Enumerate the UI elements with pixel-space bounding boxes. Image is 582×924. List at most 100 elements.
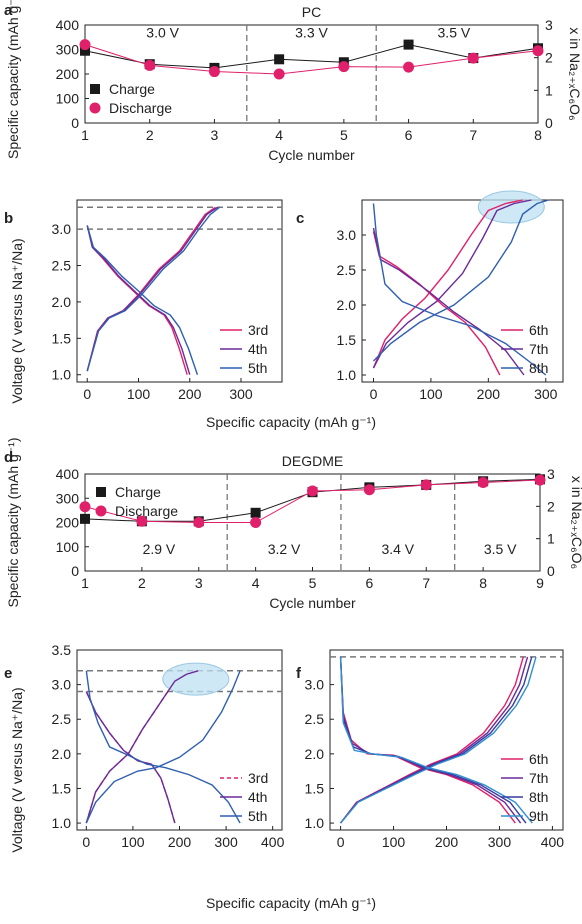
- panel-c: 0 100 200 300 1.0 1.5 2.0 2.5 3.0 6th 7th 8th: [337, 190, 564, 402]
- charge-curve-e: [85, 691, 169, 824]
- x-tick-label-a: 7: [469, 127, 477, 143]
- xlabel-bc: Specific capacity (mAh g⁻¹): [206, 414, 376, 430]
- highlight-ellipse-e: [162, 662, 230, 696]
- x-tick-label-d: 1: [81, 575, 89, 591]
- discharge-marker-d: [477, 476, 489, 488]
- y-tick-label-b: 1.5: [52, 330, 72, 346]
- x-tick-label-d: 6: [365, 575, 373, 591]
- panel-f: 0 100 200 300 400 1.0 1.5 2.0 2.5 3.0 6th 7th 8th 9th: [305, 649, 565, 850]
- legend-label-d: Discharge: [115, 503, 178, 519]
- discharge-curve-f: [339, 656, 533, 824]
- x-tick-label-d: 8: [479, 575, 487, 591]
- x-tick-label-b: 200: [178, 386, 202, 402]
- x-tick-label-a: 5: [340, 127, 348, 143]
- discharge-marker-d: [363, 484, 375, 496]
- discharge-curve-e: [85, 670, 241, 824]
- x-tick-label-a: 1: [81, 127, 89, 143]
- discharge-marker-a: [79, 39, 91, 51]
- legend-label-a: Charge: [109, 81, 155, 97]
- discharge-curve-b: [86, 225, 199, 375]
- y-tick-label-e: 3.5: [52, 642, 72, 658]
- y-tick-label-c: 2.0: [337, 297, 357, 313]
- legend-marker-charge-a: [90, 84, 100, 94]
- charge-curve-e: [85, 670, 241, 824]
- charge-marker-d: [80, 513, 90, 524]
- charge-curve-e: [85, 670, 199, 824]
- y-tick-label-a: 0: [71, 115, 79, 131]
- panel-letter-f: f: [296, 665, 302, 682]
- y-tick-label-e: 2.5: [52, 711, 72, 727]
- y2-tick-label-d: 2: [547, 498, 555, 514]
- legend-label-e: 3rd: [248, 770, 268, 786]
- x-tick-label-a: 8: [534, 127, 542, 143]
- voltage-annotation-d: 3.5 V: [484, 541, 517, 557]
- series-line-a: [84, 44, 539, 69]
- xlabel-ef: Specific capacity (mAh g⁻¹): [206, 895, 376, 911]
- x-tick-label-b: 300: [229, 386, 253, 402]
- y-tick-label-e: 1.0: [52, 815, 72, 831]
- charge-curve-c: [372, 199, 532, 369]
- voltage-annotation-a: 3.5 V: [438, 24, 471, 40]
- highlight-ellipse-c: [477, 190, 545, 224]
- legend-marker-discharge-a: [89, 102, 101, 114]
- discharge-marker-d: [193, 517, 205, 528]
- x-tick-label-f: 400: [541, 834, 565, 850]
- charge-marker-a: [274, 54, 285, 65]
- series-line-a: [84, 44, 539, 75]
- panel-letter-c: c: [296, 210, 304, 227]
- discharge-marker-a: [338, 61, 350, 73]
- legend-label-b: 3rd: [248, 322, 268, 338]
- x-tick-label-b: 100: [127, 386, 151, 402]
- x-tick-label-b: 0: [83, 386, 91, 402]
- charge-marker-d: [250, 507, 261, 518]
- y-tick-label-a: 400: [56, 17, 80, 33]
- charge-curve-c: [372, 199, 549, 362]
- x-tick-label-c: 300: [534, 386, 558, 402]
- y-tick-label-d: 100: [56, 539, 80, 555]
- legend-label-b: 4th: [248, 341, 267, 357]
- y-tick-label-c: 1.0: [337, 367, 357, 383]
- y2-tick-label-a: 3: [545, 17, 553, 33]
- discharge-marker-a: [273, 68, 285, 80]
- legend-label-e: 5th: [248, 808, 267, 824]
- x-tick-label-f: 0: [337, 834, 345, 850]
- x-axis-label-d: Cycle number: [269, 595, 356, 611]
- x-tick-label-d: 2: [138, 575, 146, 591]
- y-tick-label-e: 3.0: [52, 677, 72, 693]
- legend-label-f: 7th: [529, 770, 548, 786]
- panel-b: 0 100 200 300 1.0 1.5 2.0 2.5 3.0 Voltage (V vers…: [9, 199, 283, 404]
- x-tick-label-d: 3: [195, 575, 203, 591]
- discharge-marker-d: [136, 515, 148, 527]
- charge-curve-b: [86, 206, 220, 372]
- legend-label-c: 7th: [529, 341, 548, 357]
- x-tick-label-d: 4: [252, 575, 260, 591]
- charge-curve-c: [372, 199, 523, 369]
- y-tick-label-d: 400: [56, 466, 80, 482]
- y-tick-label-a: 100: [56, 91, 80, 107]
- voltage-annotation-d: 3.2 V: [268, 541, 301, 557]
- discharge-curve-b: [86, 225, 188, 375]
- legend-label-d: Charge: [115, 484, 161, 500]
- panel-letter-e: e: [4, 665, 12, 682]
- y-tick-label-b: 2.5: [52, 258, 72, 274]
- x-tick-label-c: 0: [370, 386, 378, 402]
- y2-tick-label-d: 0: [547, 563, 555, 579]
- voltage-annotation-a: 3.3 V: [295, 24, 328, 40]
- x-tick-label-e: 0: [82, 834, 90, 850]
- x-tick-label-f: 100: [382, 834, 406, 850]
- y-tick-label-e: 1.5: [52, 780, 72, 796]
- charge-marker-a: [403, 39, 414, 50]
- y-tick-label-d: 0: [71, 563, 79, 579]
- y2-tick-label-a: 2: [545, 50, 553, 66]
- discharge-marker-a: [208, 66, 220, 78]
- x-axis-label-a: Cycle number: [268, 147, 355, 163]
- voltage-annotation-d: 3.4 V: [381, 541, 414, 557]
- x-tick-label-c: 100: [419, 386, 443, 402]
- legend-marker-discharge-d: [95, 505, 107, 517]
- y2-tick-label-a: 1: [545, 82, 553, 98]
- y-tick-label-f: 1.5: [305, 780, 325, 796]
- charge-curve-f: [340, 656, 529, 824]
